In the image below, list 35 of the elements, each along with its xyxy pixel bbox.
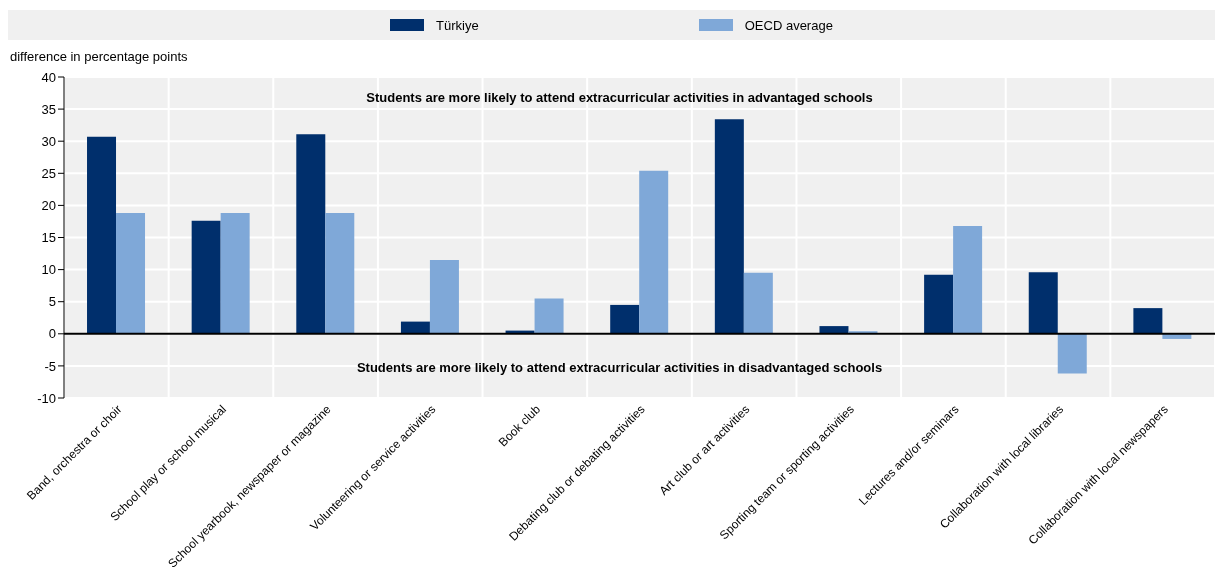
- bar: [87, 136, 117, 334]
- y-tick-label: -5: [44, 358, 56, 374]
- bar: [953, 225, 983, 334]
- legend-label: OECD average: [744, 17, 833, 33]
- bar: [220, 213, 250, 334]
- bar: [1057, 333, 1087, 374]
- bar: [191, 220, 221, 334]
- bar: [1133, 308, 1163, 334]
- bar: [639, 170, 669, 334]
- bar: [1028, 272, 1058, 334]
- y-tick-label: 15: [41, 230, 56, 246]
- bar: [116, 213, 146, 334]
- y-tick-label: 30: [41, 133, 56, 149]
- y-tick-label: 25: [41, 165, 56, 181]
- bar: [296, 134, 326, 334]
- annotation: Students are more likely to attend extracurricular activities in advantaged schools: [365, 90, 874, 105]
- bar: [429, 259, 459, 334]
- y-tick-label: -10: [37, 390, 56, 406]
- y-tick-label: 0: [48, 326, 56, 342]
- y-tick-label: 10: [41, 262, 56, 278]
- bar: [924, 274, 954, 334]
- bar: [743, 272, 773, 334]
- y-tick-label: 20: [41, 198, 56, 214]
- annotation: Students are more likely to attend extracurricular activities in disadvantaged schools: [355, 360, 884, 375]
- bar: [534, 298, 564, 334]
- y-tick-label: 40: [41, 69, 56, 85]
- bar: [714, 119, 744, 334]
- y-tick-label: 35: [41, 101, 56, 117]
- y-tick-label: 5: [48, 294, 56, 310]
- bar: [819, 326, 849, 334]
- bar: [400, 321, 430, 334]
- y-axis-title: difference in percentage points: [10, 49, 188, 64]
- bar: [610, 304, 640, 334]
- legend-label: Türkiye: [436, 17, 479, 33]
- bar: [325, 213, 355, 334]
